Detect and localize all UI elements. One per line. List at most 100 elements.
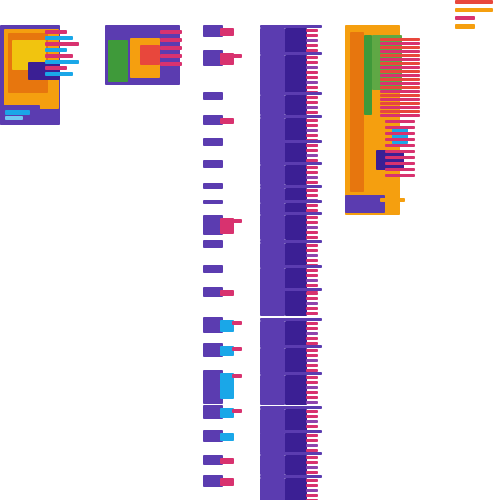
value-block[interactable] [306, 166, 318, 169]
value-block[interactable] [220, 346, 234, 356]
value-block[interactable] [306, 466, 318, 469]
value-block[interactable] [160, 46, 182, 50]
value-block[interactable] [306, 489, 318, 492]
value-block[interactable] [380, 78, 420, 81]
procedure-body[interactable] [260, 291, 285, 316]
value-block[interactable] [306, 425, 318, 428]
procedure-block[interactable] [203, 343, 223, 357]
value-block[interactable] [385, 126, 415, 129]
value-block[interactable] [45, 54, 73, 58]
procedure-body[interactable] [260, 95, 285, 115]
value-block[interactable] [385, 150, 415, 153]
inner-block[interactable] [285, 95, 307, 115]
procedure-block[interactable] [203, 370, 223, 404]
blue-block[interactable] [392, 128, 408, 144]
value-block[interactable] [220, 28, 234, 36]
value-block[interactable] [306, 204, 318, 207]
value-block[interactable] [160, 54, 182, 58]
value-block[interactable] [306, 181, 318, 184]
red-block[interactable] [140, 45, 160, 65]
procedure-block[interactable] [260, 185, 322, 188]
procedure-block[interactable] [260, 115, 322, 118]
procedure-block[interactable] [203, 138, 223, 146]
value-block[interactable] [385, 120, 415, 123]
value-block[interactable] [306, 254, 318, 257]
procedure-block[interactable] [203, 92, 223, 100]
value-block[interactable] [5, 116, 23, 120]
value-block[interactable] [220, 458, 234, 464]
procedure-block[interactable] [260, 200, 322, 203]
value-block[interactable] [220, 408, 234, 418]
value-block[interactable] [306, 249, 318, 252]
value-block[interactable] [306, 322, 318, 325]
event-block[interactable] [455, 24, 475, 29]
event-block[interactable] [455, 16, 475, 20]
procedure-block[interactable] [260, 92, 322, 95]
value-block[interactable] [306, 66, 318, 69]
value-block[interactable] [232, 321, 242, 325]
value-block[interactable] [385, 156, 415, 159]
value-block[interactable] [306, 176, 318, 179]
value-block[interactable] [380, 58, 420, 61]
value-block[interactable] [380, 62, 420, 65]
inner-block[interactable] [285, 268, 307, 293]
procedure-block[interactable] [260, 52, 322, 55]
value-block[interactable] [380, 50, 420, 53]
value-block[interactable] [306, 76, 318, 79]
inner-block[interactable] [28, 62, 60, 80]
value-block[interactable] [306, 479, 318, 482]
value-block[interactable] [306, 49, 318, 52]
procedure-body[interactable] [260, 215, 285, 240]
value-block[interactable] [306, 359, 318, 362]
value-block[interactable] [306, 244, 318, 247]
value-block[interactable] [232, 347, 242, 351]
event-block[interactable] [345, 195, 385, 213]
value-block[interactable] [380, 86, 420, 89]
procedure-block[interactable] [203, 287, 223, 297]
value-block[interactable] [306, 484, 318, 487]
value-block[interactable] [385, 144, 415, 147]
value-block[interactable] [306, 494, 318, 497]
procedure-block[interactable] [260, 372, 322, 375]
value-block[interactable] [306, 284, 318, 287]
inner-block[interactable] [285, 203, 307, 213]
value-block[interactable] [232, 374, 242, 378]
value-block[interactable] [45, 60, 79, 64]
value-block[interactable] [380, 198, 405, 202]
value-block[interactable] [220, 218, 234, 234]
value-block[interactable] [385, 138, 415, 141]
value-block[interactable] [385, 162, 415, 165]
value-block[interactable] [306, 96, 318, 99]
value-block[interactable] [306, 342, 318, 345]
value-block[interactable] [220, 478, 234, 486]
value-block[interactable] [306, 236, 318, 239]
value-block[interactable] [306, 106, 318, 109]
value-block[interactable] [306, 56, 318, 59]
value-block[interactable] [306, 129, 318, 132]
procedure-body[interactable] [260, 188, 285, 203]
value-block[interactable] [306, 134, 318, 137]
value-block[interactable] [45, 36, 73, 40]
value-block[interactable] [45, 48, 67, 52]
procedure-block[interactable] [260, 345, 322, 348]
value-block[interactable] [45, 42, 79, 46]
value-block[interactable] [232, 219, 242, 223]
value-block[interactable] [306, 39, 318, 42]
value-block[interactable] [306, 34, 318, 37]
inner-block[interactable] [285, 433, 307, 453]
value-block[interactable] [306, 391, 318, 394]
value-block[interactable] [160, 30, 182, 34]
value-block[interactable] [306, 297, 318, 300]
procedure-block[interactable] [203, 430, 223, 442]
value-block[interactable] [306, 312, 318, 315]
value-block[interactable] [306, 149, 318, 152]
value-block[interactable] [306, 226, 318, 229]
value-block[interactable] [306, 461, 318, 464]
value-block[interactable] [380, 54, 420, 57]
value-block[interactable] [306, 61, 318, 64]
value-block[interactable] [306, 221, 318, 224]
inner-block[interactable] [285, 215, 307, 240]
procedure-block[interactable] [203, 50, 223, 66]
inner-block[interactable] [285, 28, 307, 53]
value-block[interactable] [306, 171, 318, 174]
